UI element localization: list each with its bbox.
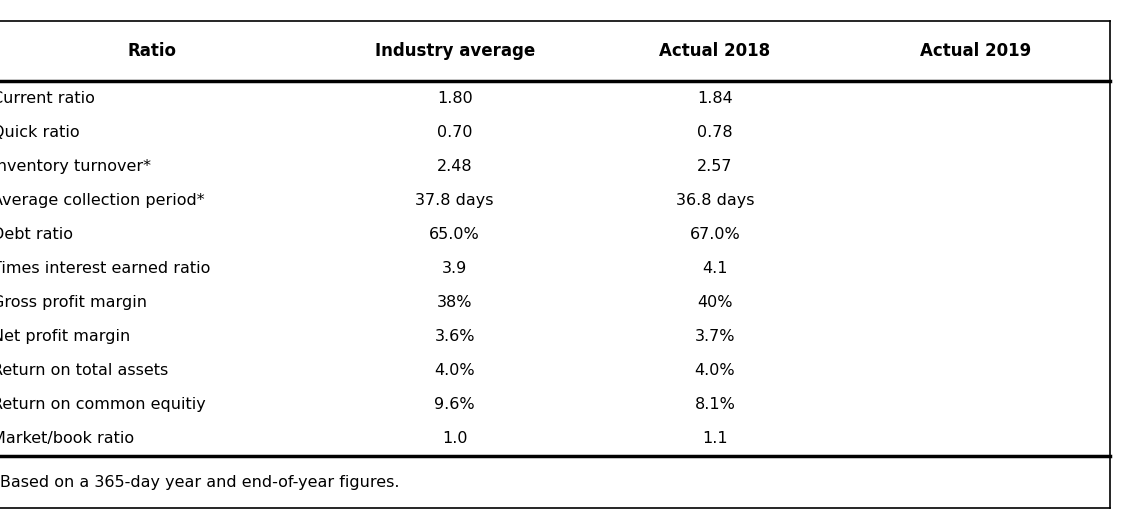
Text: 1.0: 1.0 [442,431,468,446]
Text: 2.57: 2.57 [697,159,733,174]
Text: 67.0%: 67.0% [690,227,740,242]
Text: Return on common equitiy: Return on common equitiy [0,397,206,412]
Text: 38%: 38% [437,295,472,310]
Text: 3.7%: 3.7% [694,329,736,344]
Text: Inventory turnover*: Inventory turnover* [0,159,151,174]
Text: 1.1: 1.1 [702,431,728,446]
Text: 4.1: 4.1 [702,261,728,276]
Text: 3.6%: 3.6% [435,329,475,344]
Text: 4.0%: 4.0% [694,363,736,378]
Text: Times interest earned ratio: Times interest earned ratio [0,261,210,276]
Text: 2.48: 2.48 [437,159,472,174]
Text: 37.8 days: 37.8 days [415,193,494,208]
Text: Net profit margin: Net profit margin [0,329,130,344]
Text: Return on total assets: Return on total assets [0,363,168,378]
Text: Market/book ratio: Market/book ratio [0,431,134,446]
Text: 36.8 days: 36.8 days [676,193,754,208]
Text: Actual 2018: Actual 2018 [659,42,771,60]
Text: Ratio: Ratio [127,42,176,60]
Text: 4.0%: 4.0% [435,363,475,378]
Text: 65.0%: 65.0% [429,227,480,242]
Text: 1.84: 1.84 [697,91,733,106]
Text: 3.9: 3.9 [442,261,468,276]
Text: 1.80: 1.80 [437,91,472,106]
Text: 9.6%: 9.6% [435,397,475,412]
Text: Debt ratio: Debt ratio [0,227,73,242]
Text: 8.1%: 8.1% [694,397,736,412]
Text: Industry average: Industry average [374,42,535,60]
Text: Actual 2019: Actual 2019 [920,42,1031,60]
Text: Current ratio: Current ratio [0,91,95,106]
Text: 40%: 40% [697,295,733,310]
Text: Quick ratio: Quick ratio [0,125,80,140]
Text: 0.78: 0.78 [697,125,733,140]
Text: *Based on a 365-day year and end-of-year figures.: *Based on a 365-day year and end-of-year… [0,475,399,489]
Text: 0.70: 0.70 [437,125,472,140]
Text: Gross profit margin: Gross profit margin [0,295,146,310]
Text: Average collection period*: Average collection period* [0,193,205,208]
